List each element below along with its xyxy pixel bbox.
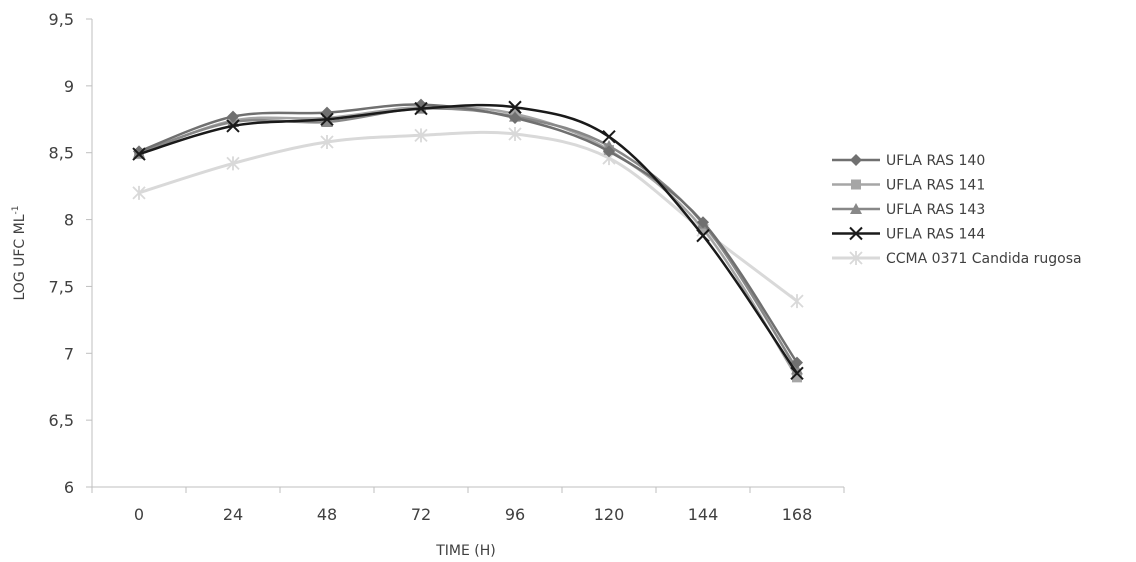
- data-point: [792, 372, 802, 383]
- series-line: [137, 105, 799, 379]
- x-tick-label: 48: [317, 505, 337, 524]
- legend-swatch-marker: [849, 251, 863, 265]
- data-point: [227, 110, 239, 123]
- x-tick-labels: 0 24 48 72 96 120 144 168: [134, 505, 812, 524]
- legend-item: UFLA RAS 141: [832, 178, 985, 194]
- data-point: [132, 147, 146, 161]
- x-axis-title: TIME (H): [435, 543, 496, 559]
- data-point: [790, 294, 804, 309]
- series-group: [132, 98, 804, 383]
- legend-swatch-marker: [850, 203, 862, 214]
- y-tick-label: 9: [64, 77, 74, 96]
- legend-label: CCMA 0371 Candida rugosa: [886, 251, 1082, 267]
- data-point: [509, 111, 521, 124]
- series-2: [134, 102, 802, 383]
- legend-item: UFLA RAS 144: [832, 227, 985, 243]
- legend-item: CCMA 0371 Candida rugosa: [832, 251, 1082, 267]
- x-tick-label: 0: [134, 505, 144, 524]
- y-axis-title: LOG UFC ML-1: [11, 205, 28, 300]
- y-tick-label: 6: [64, 478, 74, 497]
- x-tick-label: 144: [688, 505, 719, 524]
- legend-swatch-marker: [850, 154, 862, 166]
- data-point: [508, 100, 522, 114]
- x-tick-label: 24: [223, 505, 243, 524]
- y-tick-label: 7,5: [49, 277, 74, 296]
- legend-label: UFLA RAS 143: [886, 202, 985, 218]
- data-point: [603, 145, 615, 158]
- legend-item: UFLA RAS 143: [832, 202, 985, 218]
- data-point: [602, 129, 616, 144]
- data-point: [132, 185, 146, 200]
- data-point: [320, 135, 334, 150]
- data-point: [226, 156, 240, 171]
- y-axis-title-main: LOG UFC ML: [12, 214, 28, 300]
- data-point: [698, 223, 708, 234]
- y-tick-label: 8: [64, 211, 74, 230]
- legend: UFLA RAS 140 UFLA RAS 141 UFLA RAS 143 UFLA…: [832, 153, 1082, 267]
- x-tick-label: 72: [411, 505, 431, 524]
- data-point: [697, 216, 709, 229]
- legend-swatch-marker: [851, 179, 861, 190]
- data-point: [414, 101, 428, 116]
- legend-label: UFLA RAS 144: [886, 227, 985, 243]
- y-tick-labels: 6 6,5 7 7,5 8 8,5 9 9,5: [49, 10, 74, 497]
- y-tick-label: 9,5: [49, 10, 74, 29]
- data-point: [226, 119, 240, 133]
- y-tick-label: 8,5: [49, 144, 74, 163]
- data-point: [414, 128, 428, 143]
- series-4: [132, 100, 804, 381]
- series-line: [137, 107, 799, 371]
- x-tick-label: 168: [782, 505, 813, 524]
- axes: [86, 18, 845, 493]
- data-point: [791, 356, 803, 369]
- legend-item: UFLA RAS 140: [832, 153, 985, 169]
- x-tick-label: 120: [594, 505, 625, 524]
- y-tick-label: 7: [64, 344, 74, 363]
- data-point: [321, 115, 333, 127]
- data-point: [320, 112, 334, 126]
- legend-label: UFLA RAS 141: [886, 178, 985, 194]
- data-point: [790, 366, 804, 381]
- y-tick-label: 6,5: [49, 411, 74, 430]
- data-point: [696, 228, 710, 243]
- legend-label: UFLA RAS 140: [886, 153, 985, 169]
- legend-swatch-marker: [849, 226, 863, 241]
- series-3: [133, 102, 803, 375]
- x-tick-label: 96: [505, 505, 525, 524]
- y-axis-title-sup: -1: [11, 205, 21, 214]
- data-point: [508, 126, 522, 141]
